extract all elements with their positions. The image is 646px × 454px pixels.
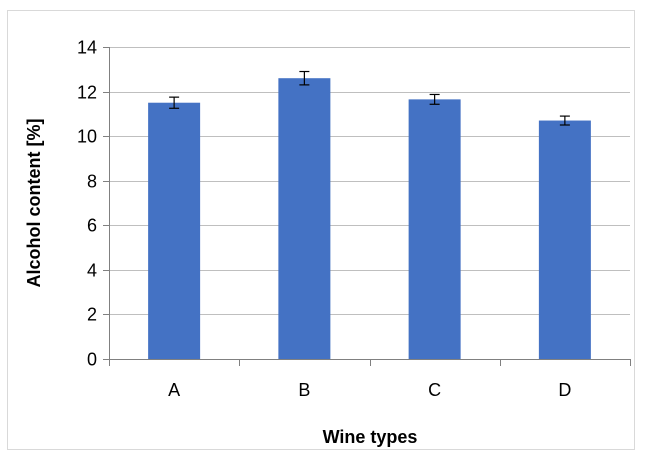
bar-C xyxy=(408,99,461,359)
y-tick-label: 6 xyxy=(87,216,97,236)
bars xyxy=(148,78,591,360)
x-axis-title: Wine types xyxy=(323,427,418,447)
y-tick-label: 12 xyxy=(77,83,97,103)
bar-A xyxy=(148,102,201,359)
error-bars xyxy=(169,70,570,126)
bar-D xyxy=(538,120,591,360)
y-tick-label: 4 xyxy=(87,261,97,281)
x-tick-label-D: D xyxy=(558,380,571,400)
x-tick-label-C: C xyxy=(428,380,441,400)
x-tick-labels: A B C D xyxy=(168,380,571,400)
y-tick-label: 14 xyxy=(77,38,97,58)
y-tick-labels: 0 2 4 6 8 10 12 14 xyxy=(77,38,97,370)
x-tick-label-A: A xyxy=(168,380,180,400)
y-tick-label: 0 xyxy=(87,350,97,370)
y-tick-label: 10 xyxy=(77,127,97,147)
y-axis-title: Alcohol content [%] xyxy=(24,119,44,288)
y-tick-label: 2 xyxy=(87,305,97,325)
y-tick-label: 8 xyxy=(87,172,97,192)
bar-B xyxy=(278,78,331,359)
axes xyxy=(103,47,631,366)
x-tick-label-B: B xyxy=(298,380,310,400)
